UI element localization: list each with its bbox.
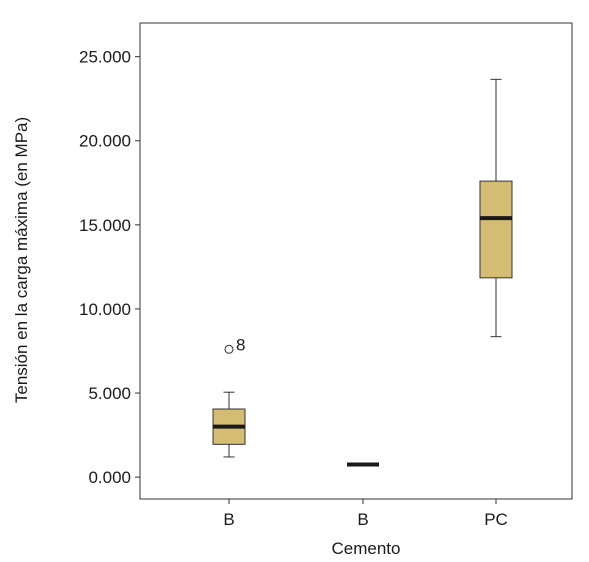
outlier-label: 8 (236, 335, 245, 354)
y-tick-label: 15.000 (79, 216, 131, 235)
y-tick-label: 0.000 (88, 468, 131, 487)
box-group: 8 (212, 78, 513, 467)
y-tick-label: 20.000 (79, 132, 131, 151)
y-tick-label: 5.000 (88, 384, 131, 403)
y-axis: 0.000 5.000 10.000 15.000 20.000 25.000 (79, 48, 140, 487)
box-iqr (479, 180, 513, 279)
y-tick-label: 25.000 (79, 48, 131, 67)
plot-frame (139, 22, 573, 500)
y-tick-label: 10.000 (79, 300, 131, 319)
x-tick-label: PC (484, 510, 508, 529)
x-tick-label: B (357, 510, 368, 529)
x-axis-title: Cemento (332, 539, 401, 558)
x-axis: B B PC (223, 499, 508, 529)
y-axis-title: Tensión en la carga máxima (en MPa) (12, 117, 31, 403)
outlier-point (224, 344, 234, 354)
x-tick-label: B (223, 510, 234, 529)
